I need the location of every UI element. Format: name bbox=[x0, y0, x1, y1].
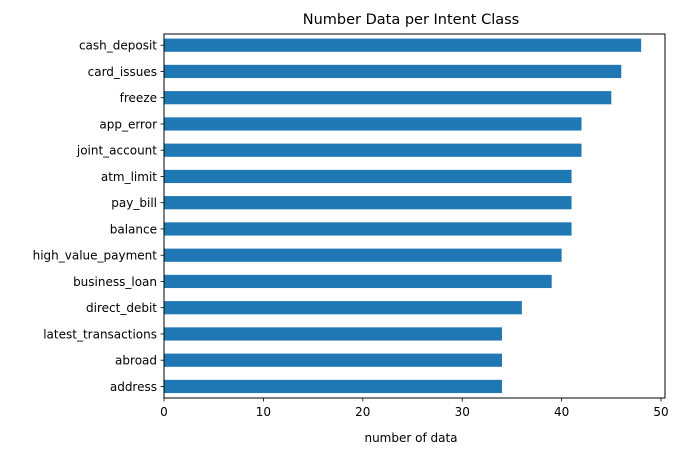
x-tick-label: 20 bbox=[355, 405, 370, 419]
bar-high-value-payment bbox=[164, 248, 562, 262]
y-tick-label: pay_bill bbox=[111, 196, 157, 210]
y-tick-label: atm_limit bbox=[101, 170, 157, 184]
bar-business-loan bbox=[164, 274, 552, 289]
x-tick-label: 10 bbox=[256, 405, 271, 419]
bar-pay-bill bbox=[164, 196, 572, 210]
bar-card-issues bbox=[164, 64, 622, 79]
y-tick-label: balance bbox=[110, 222, 157, 236]
bar-joint-account bbox=[164, 143, 582, 157]
bar-latest-transactions bbox=[164, 327, 502, 341]
y-tick-label: latest_transactions bbox=[43, 327, 157, 341]
y-tick-label: business_loan bbox=[73, 275, 157, 289]
x-tick-label: 50 bbox=[653, 405, 668, 419]
y-tick-label: app_error bbox=[99, 117, 157, 131]
plot-frame bbox=[163, 33, 666, 399]
x-tick-label: 30 bbox=[455, 405, 470, 419]
bar-atm-limit bbox=[164, 169, 572, 184]
bar-cash-deposit bbox=[164, 38, 642, 52]
bars-group bbox=[164, 38, 642, 394]
chart-title: Number Data per Intent Class bbox=[303, 12, 520, 28]
bar-freeze bbox=[164, 91, 612, 105]
bar-abroad bbox=[164, 353, 502, 367]
x-tick-label: 0 bbox=[160, 405, 168, 419]
y-tick-label: direct_debit bbox=[86, 301, 157, 315]
y-tick-label: abroad bbox=[115, 354, 157, 368]
bar-balance bbox=[164, 222, 572, 236]
y-tick-label: freeze bbox=[120, 91, 157, 105]
bar-app-error bbox=[164, 117, 582, 131]
x-tick-label: 40 bbox=[554, 405, 569, 419]
y-tick-label: cash_deposit bbox=[79, 39, 157, 53]
x-axis-label: number of data bbox=[364, 431, 457, 445]
y-tick-label: high_value_payment bbox=[33, 249, 158, 263]
y-tick-label: address bbox=[110, 380, 157, 394]
bar-address bbox=[164, 379, 502, 394]
y-tick-label: card_issues bbox=[88, 65, 157, 79]
y-tick-label: joint_account bbox=[76, 144, 157, 158]
x-axis-ticks: 0 10 20 30 40 50 bbox=[160, 398, 669, 419]
bar-direct-debit bbox=[164, 301, 522, 315]
